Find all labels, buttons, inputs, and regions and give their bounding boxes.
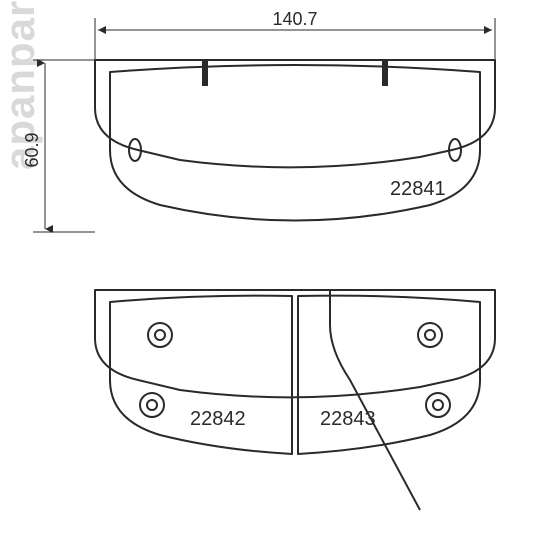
drawing: 140.7 60.9 22841	[0, 0, 540, 540]
part-number-bottom-right: 22843	[320, 408, 376, 430]
part-number-bottom-left: 22842	[190, 408, 246, 430]
dimension-height-label: 60.9	[22, 132, 42, 167]
dimension-width-label: 140.7	[272, 9, 317, 29]
part-number-top: 22841	[390, 178, 446, 200]
brake-pad-top: 22841	[95, 60, 495, 221]
dimension-height: 60.9	[22, 60, 95, 232]
dimension-width: 140.7	[95, 9, 495, 60]
brake-pad-bottom: 22842 22843	[95, 290, 495, 510]
